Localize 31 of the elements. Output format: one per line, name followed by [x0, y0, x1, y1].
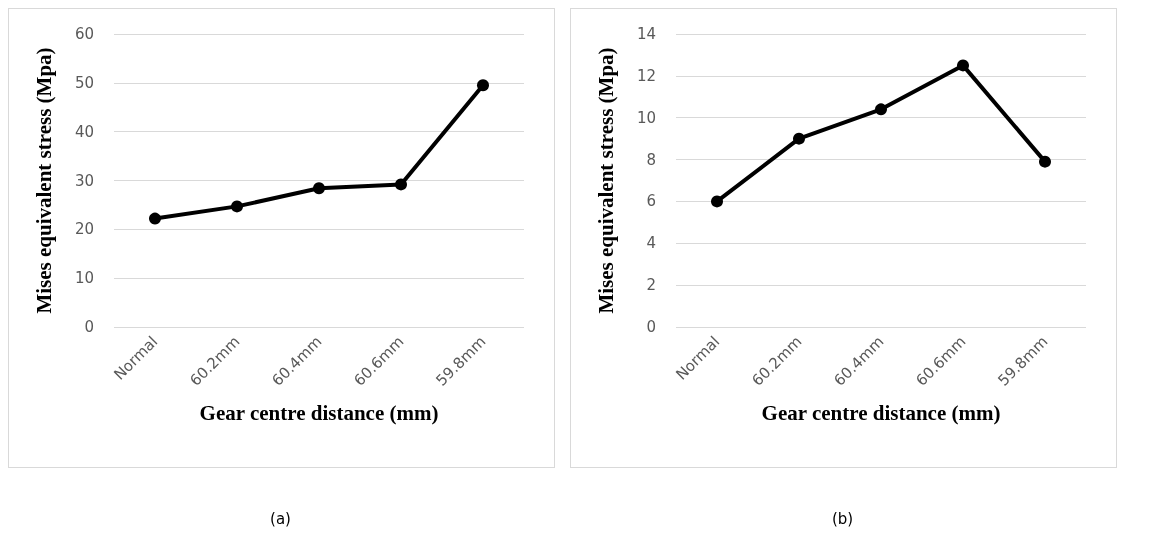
y-tick-label: 50	[74, 73, 94, 92]
y-tick-label: 10	[74, 269, 94, 288]
y-tick-label: 4	[646, 234, 656, 253]
y-tick-label: 2	[646, 276, 656, 295]
x-axis-title: Gear centre distance (mm)	[199, 400, 439, 425]
y-tick-label: 20	[74, 220, 94, 239]
y-tick-label: 40	[74, 122, 94, 141]
text: (a)	[269, 510, 292, 528]
y-axis-title: Mises equivalent stress (Mpa)	[593, 47, 618, 314]
point	[313, 182, 325, 195]
point	[477, 79, 489, 92]
point	[957, 59, 969, 72]
y-tick-label: 6	[646, 192, 656, 211]
y-tick-label: 14	[636, 25, 656, 43]
y-tick-label: 12	[636, 66, 656, 85]
y-axis-title: Mises equivalent stress (Mpa)	[31, 47, 56, 314]
y-tick-label: 60	[74, 25, 94, 43]
y-tick-label: 8	[646, 150, 656, 169]
point	[1039, 155, 1051, 168]
point	[875, 103, 887, 116]
y-tick-label: 30	[74, 171, 94, 190]
text: (b)	[830, 510, 855, 528]
point	[793, 132, 805, 145]
y-tick-label: 10	[636, 108, 656, 127]
y-tick-label: 0	[646, 318, 656, 336]
point	[711, 195, 723, 208]
y-tick-label: 0	[84, 318, 94, 336]
point	[231, 200, 243, 213]
x-axis-title: Gear centre distance (mm)	[761, 400, 1001, 425]
point	[395, 178, 407, 191]
point	[149, 212, 161, 225]
